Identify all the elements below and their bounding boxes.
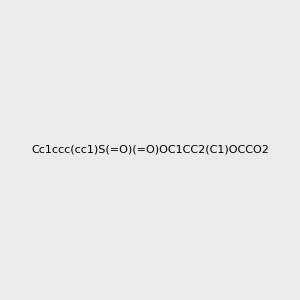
Text: Cc1ccc(cc1)S(=O)(=O)OC1CC2(C1)OCCO2: Cc1ccc(cc1)S(=O)(=O)OC1CC2(C1)OCCO2 (31, 145, 269, 155)
